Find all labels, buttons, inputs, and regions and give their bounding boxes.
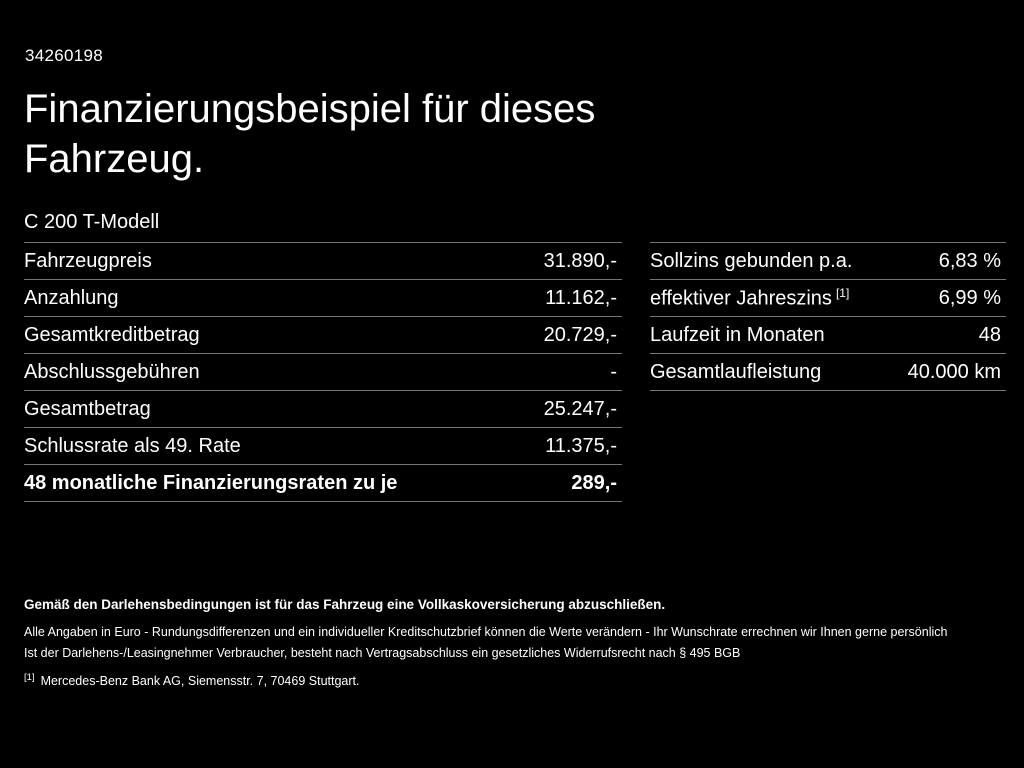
insurance-note: Gemäß den Darlehensbedingungen ist für d… — [24, 597, 666, 612]
row-value: - — [610, 360, 617, 383]
row-value: 6,99 % — [938, 286, 1001, 309]
row-value: 11.375,- — [545, 434, 617, 457]
row-label: Abschlussgebühren — [24, 360, 200, 383]
page-title: Finanzierungsbeispiel für dieses Fahrzeu… — [24, 87, 596, 181]
financing-table: Fahrzeugpreis 31.890,- Anzahlung 11.162,… — [24, 242, 622, 502]
row-value: 11.162,- — [545, 286, 617, 309]
table-row-schlussrate: Schlussrate als 49. Rate 11.375,- — [24, 427, 622, 464]
disclaimer-line-2: Ist der Darlehens-/Leasingnehmer Verbrau… — [24, 646, 741, 660]
table-row-anzahlung: Anzahlung 11.162,- — [24, 279, 622, 316]
row-value: 48 — [978, 323, 1001, 346]
document-id: 34260198 — [25, 46, 104, 65]
row-label: Schlussrate als 49. Rate — [24, 434, 241, 457]
row-label: 48 monatliche Finanzierungsraten zu je — [24, 471, 398, 494]
row-label: Fahrzeugpreis — [24, 249, 152, 272]
row-label: Gesamtkreditbetrag — [24, 323, 200, 346]
row-label: Gesamtbetrag — [24, 397, 151, 420]
row-value: 25.247,- — [543, 397, 617, 420]
vehicle-model-name: C 200 T-Modell — [24, 211, 160, 233]
row-value: 40.000 km — [907, 360, 1001, 383]
footnote-reference: [1] — [835, 285, 850, 300]
table-row-laufzeit: Laufzeit in Monaten 48 — [650, 316, 1006, 353]
table-row-gesamtlaufleistung: Gesamtlaufleistung 40.000 km — [650, 353, 1006, 391]
table-row-monatsrate: 48 monatliche Finanzierungsraten zu je 2… — [24, 464, 622, 502]
row-value: 20.729,- — [543, 323, 617, 346]
row-value: 31.890,- — [543, 249, 617, 272]
footnote: [1] Mercedes-Benz Bank AG, Siemensstr. 7,… — [24, 672, 1002, 688]
table-row-sollzins: Sollzins gebunden p.a. 6,83 % — [650, 242, 1006, 279]
table-row-fahrzeugpreis: Fahrzeugpreis 31.890,- — [24, 242, 622, 279]
table-row-gesamtbetrag: Gesamtbetrag 25.247,- — [24, 390, 622, 427]
table-row-gesamtkreditbetrag: Gesamtkreditbetrag 20.729,- — [24, 316, 622, 353]
row-label: Gesamtlaufleistung — [650, 360, 822, 383]
row-value: 6,83 % — [938, 249, 1001, 272]
footer: Gemäß den Darlehensbedingungen ist für d… — [24, 597, 1002, 688]
footnote-marker: [1] — [24, 672, 35, 683]
table-row-abschlussgebuehren: Abschlussgebühren - — [24, 353, 622, 390]
footnote-text: Mercedes-Benz Bank AG, Siemensstr. 7, 70… — [40, 674, 360, 689]
row-label: Laufzeit in Monaten — [650, 323, 825, 346]
row-value: 289,- — [571, 471, 617, 494]
row-label: effektiver Jahreszins [1] — [650, 285, 850, 310]
disclaimer-line-1: Alle Angaben in Euro - Rundungsdifferenz… — [24, 625, 948, 639]
table-row-effektiver-jahreszins: effektiver Jahreszins [1] 6,99 % — [650, 279, 1006, 316]
row-label: Anzahlung — [24, 286, 119, 309]
row-label: Sollzins gebunden p.a. — [650, 249, 853, 272]
conditions-table: Sollzins gebunden p.a. 6,83 % effektiver… — [650, 242, 1006, 391]
